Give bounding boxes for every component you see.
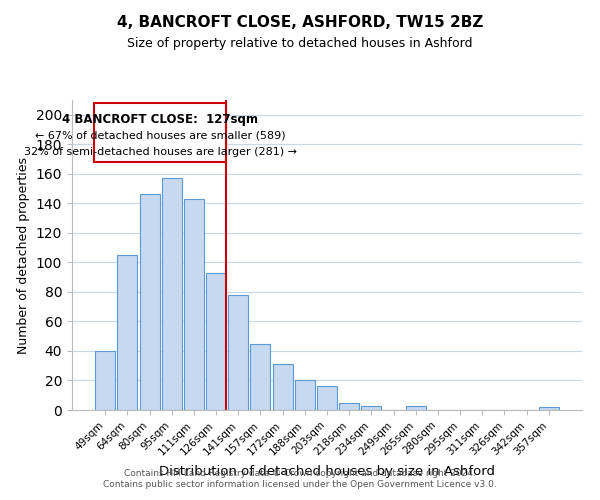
Bar [206, 272, 226, 410]
Bar [339, 402, 359, 410]
Text: Contains HM Land Registry data © Crown copyright and database right 2024.: Contains HM Land Registry data © Crown c… [124, 468, 476, 477]
Bar [118, 255, 137, 410]
Bar [317, 386, 337, 410]
Bar [539, 407, 559, 410]
Bar [272, 364, 293, 410]
Bar [184, 199, 204, 410]
Text: 4, BANCROFT CLOSE, ASHFORD, TW15 2BZ: 4, BANCROFT CLOSE, ASHFORD, TW15 2BZ [117, 15, 483, 30]
Bar [162, 178, 182, 410]
Bar [228, 295, 248, 410]
Text: Size of property relative to detached houses in Ashford: Size of property relative to detached ho… [127, 38, 473, 51]
Bar [406, 406, 426, 410]
Bar [140, 194, 160, 410]
Bar [361, 406, 382, 410]
Text: 4 BANCROFT CLOSE:  127sqm: 4 BANCROFT CLOSE: 127sqm [62, 114, 258, 126]
Text: 32% of semi-detached houses are larger (281) →: 32% of semi-detached houses are larger (… [23, 147, 296, 157]
Bar [250, 344, 271, 410]
Bar [95, 351, 115, 410]
FancyBboxPatch shape [94, 103, 226, 162]
Y-axis label: Number of detached properties: Number of detached properties [17, 156, 30, 354]
Text: Contains public sector information licensed under the Open Government Licence v3: Contains public sector information licen… [103, 480, 497, 489]
X-axis label: Distribution of detached houses by size in Ashford: Distribution of detached houses by size … [159, 465, 495, 478]
Bar [295, 380, 315, 410]
Text: ← 67% of detached houses are smaller (589): ← 67% of detached houses are smaller (58… [35, 131, 286, 141]
